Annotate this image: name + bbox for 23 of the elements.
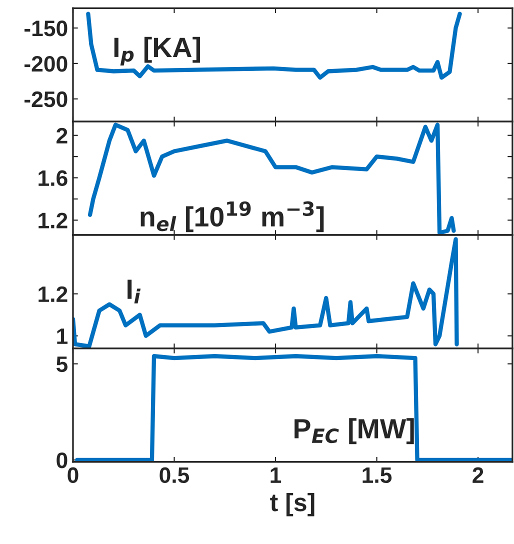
x-tick-label: 2: [472, 467, 484, 483]
line-series: [86, 12, 462, 80]
x-axis-title: t [s]: [270, 492, 314, 516]
annotation: n$_{el}$ [10$^{19}$ m$^{−3}$]: [140, 201, 324, 232]
y-tick-label: -150: [24, 20, 68, 36]
y-tick-label: 1.6: [38, 170, 68, 186]
line-series: [72, 237, 459, 348]
y-tick-label: -250: [24, 91, 68, 108]
x-tick-label: 1.5: [362, 468, 392, 484]
y-tick-label: 0: [56, 452, 68, 468]
y-tick-label: -200: [24, 56, 68, 72]
x-tick-label: 0.5: [160, 467, 190, 484]
x-tick-label: 0: [68, 467, 78, 484]
y-tick-label: 1.2: [38, 286, 68, 302]
annotation: P$_{EC}$ [MW]: [294, 418, 414, 444]
y-tick-label: 5: [56, 356, 68, 372]
annotation: I$_{p}$ [KA]: [114, 36, 200, 66]
y-tick-label: 1.2: [38, 212, 68, 228]
annotation: I$_{i}$: [128, 280, 141, 304]
y-tick-label: 2: [56, 128, 68, 144]
line-series: [88, 122, 456, 235]
x-tick-label: 1: [270, 468, 282, 483]
y-tick-label: 1: [57, 328, 68, 344]
